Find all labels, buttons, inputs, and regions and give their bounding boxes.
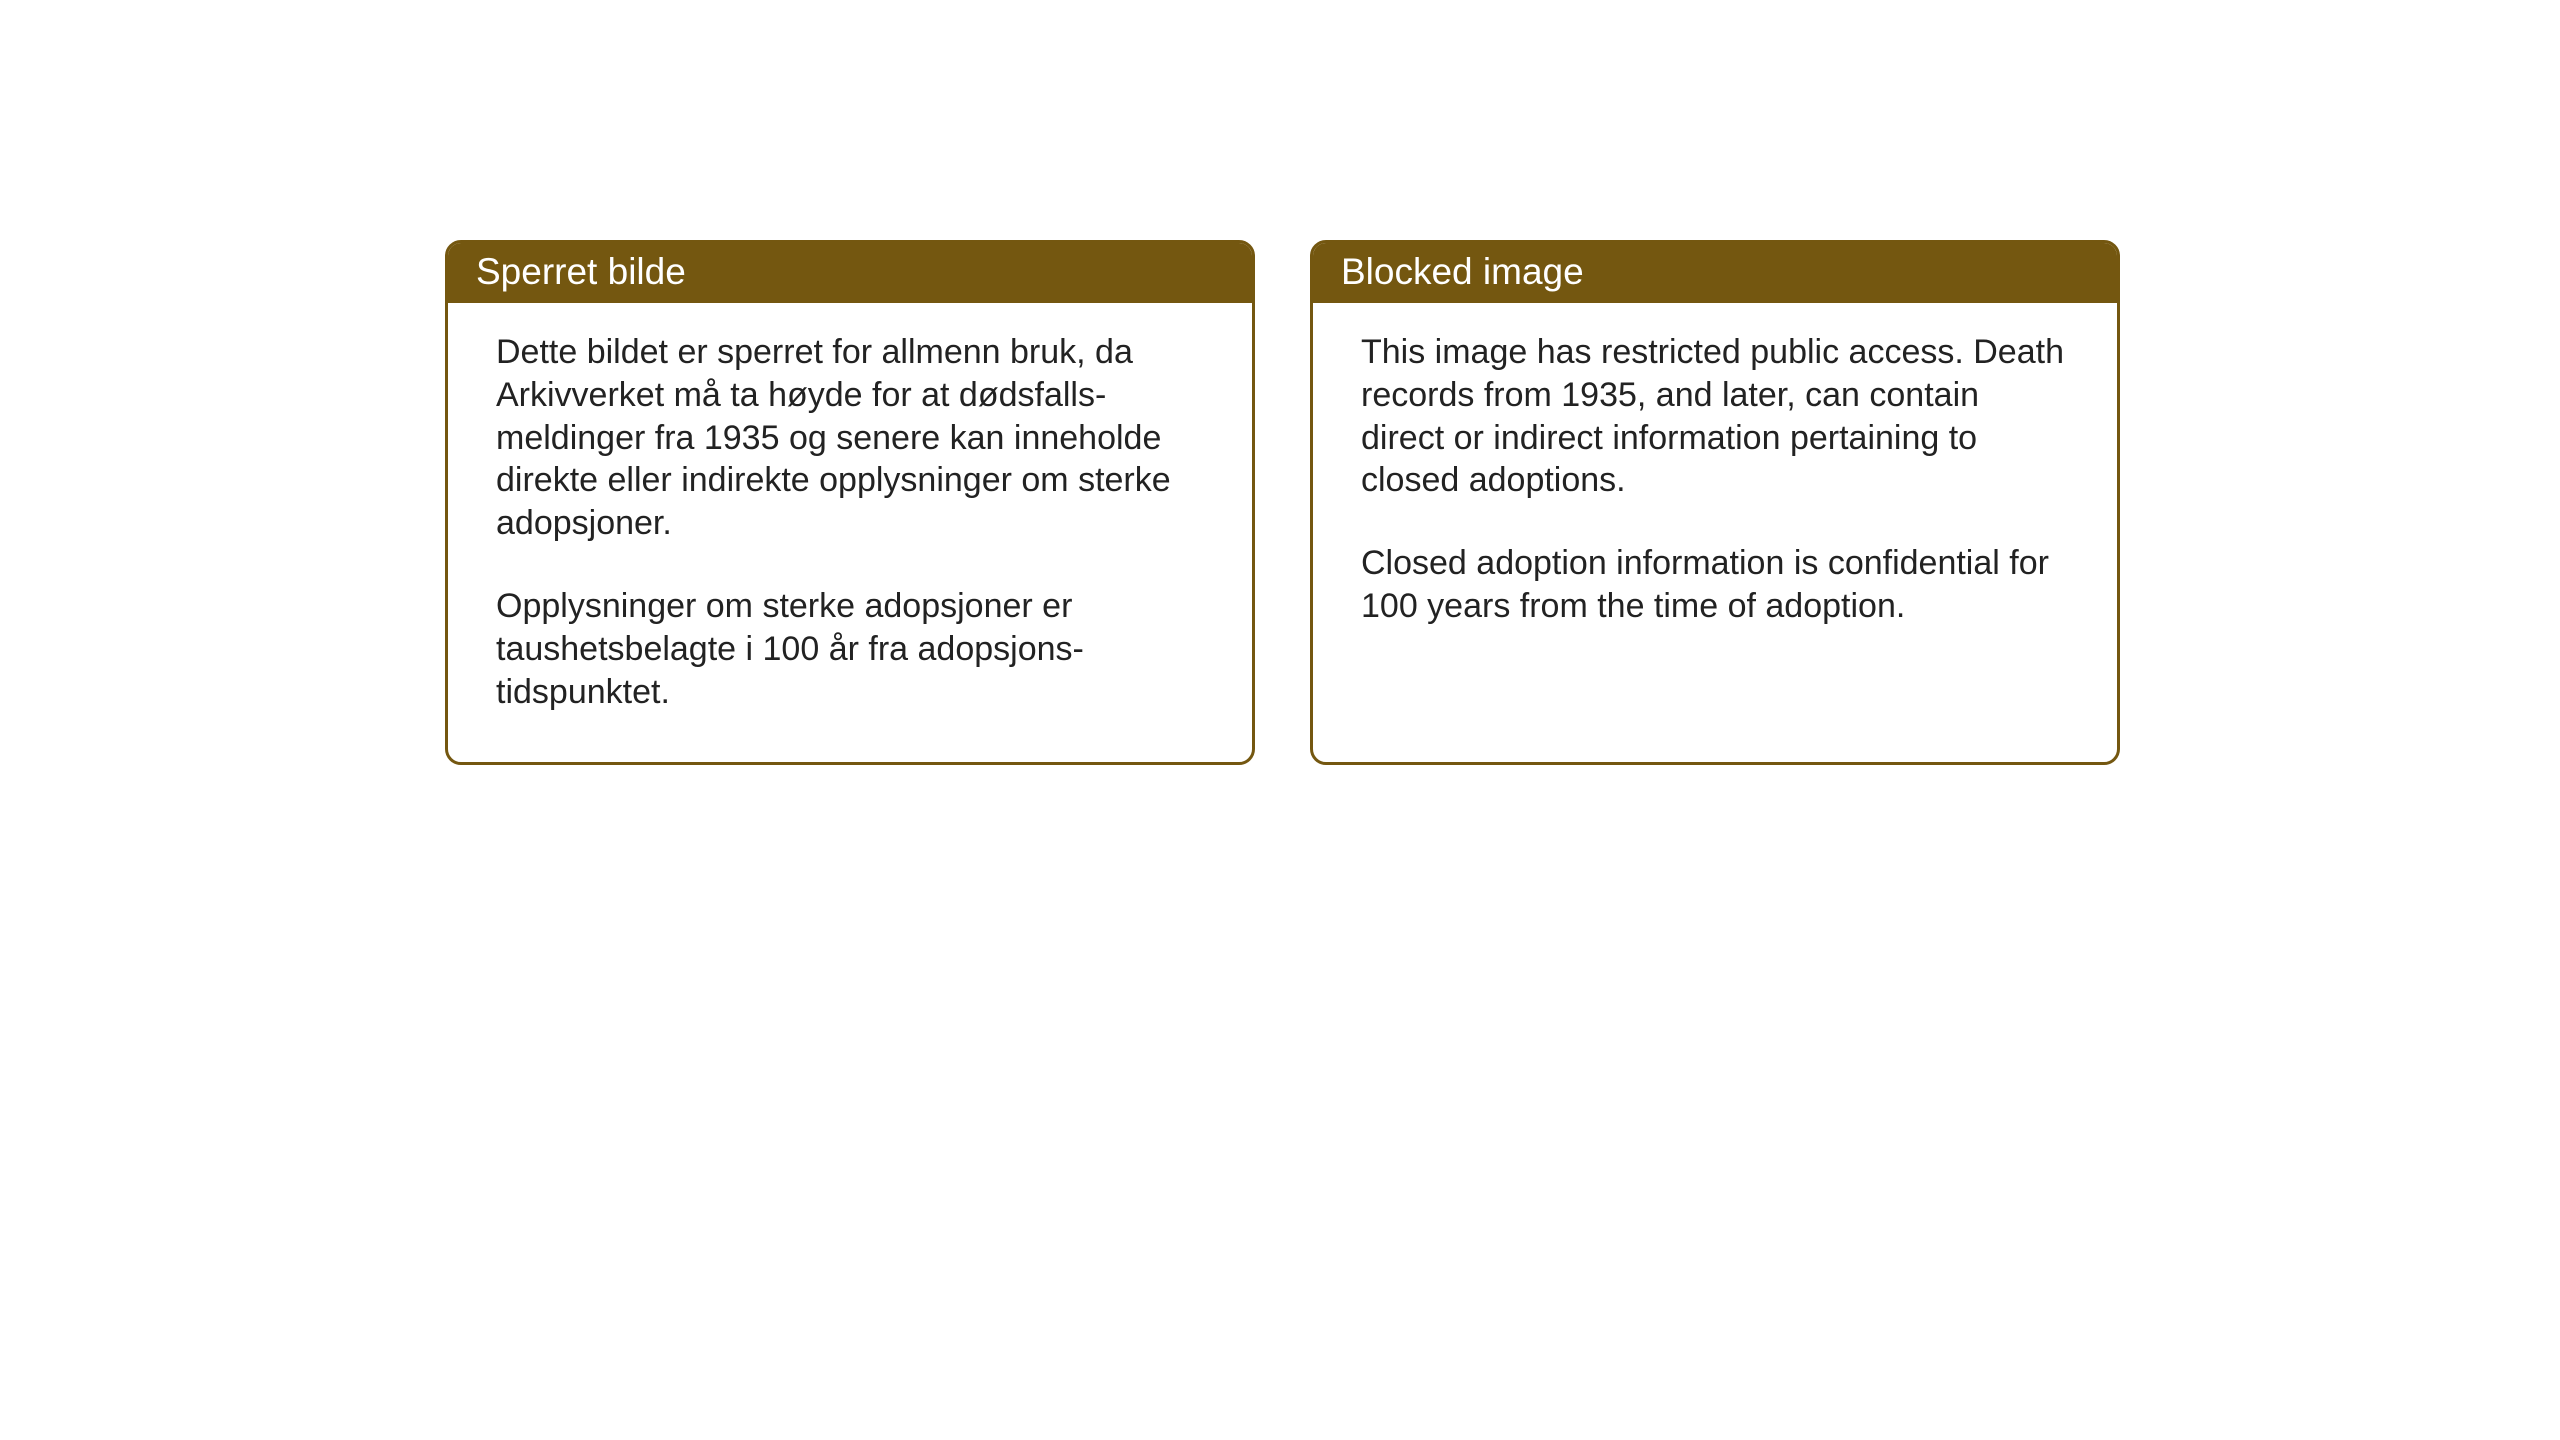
notice-header: Blocked image xyxy=(1313,243,2117,303)
notice-header: Sperret bilde xyxy=(448,243,1252,303)
notice-paragraph: Closed adoption information is confident… xyxy=(1361,542,2069,628)
notice-box-english: Blocked image This image has restricted … xyxy=(1310,240,2120,765)
notice-body: This image has restricted public access.… xyxy=(1313,303,2117,676)
notice-container: Sperret bilde Dette bildet er sperret fo… xyxy=(445,240,2120,765)
notice-paragraph: Opplysninger om sterke adopsjoner er tau… xyxy=(496,585,1204,713)
notice-paragraph: This image has restricted public access.… xyxy=(1361,331,2069,502)
notice-box-norwegian: Sperret bilde Dette bildet er sperret fo… xyxy=(445,240,1255,765)
notice-paragraph: Dette bildet er sperret for allmenn bruk… xyxy=(496,331,1204,545)
notice-body: Dette bildet er sperret for allmenn bruk… xyxy=(448,303,1252,762)
